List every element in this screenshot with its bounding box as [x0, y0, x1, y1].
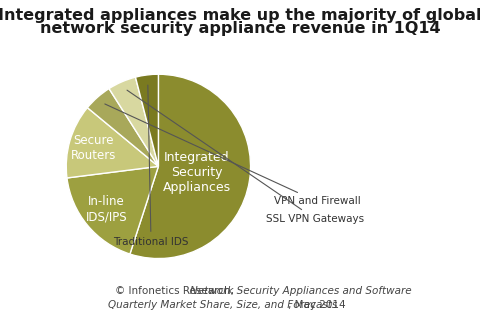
Text: In-line
IDS/IPS: In-line IDS/IPS [86, 195, 127, 223]
Text: SSL VPN Gateways: SSL VPN Gateways [127, 90, 364, 224]
Text: Traditional IDS: Traditional IDS [113, 85, 189, 247]
Wedge shape [66, 108, 158, 178]
Text: Quarterly Market Share, Size, and Forecasts: Quarterly Market Share, Size, and Foreca… [108, 300, 337, 310]
Text: Integrated appliances make up the majority of global: Integrated appliances make up the majori… [0, 8, 480, 23]
Wedge shape [109, 77, 158, 166]
Text: VPN and Firewall: VPN and Firewall [105, 104, 360, 206]
Text: Network Security Appliances and Software: Network Security Appliances and Software [190, 286, 411, 296]
Wedge shape [135, 74, 158, 166]
Text: © Infonetics Research,: © Infonetics Research, [115, 286, 238, 296]
Wedge shape [67, 166, 158, 254]
Text: , May 2014: , May 2014 [288, 300, 346, 310]
Text: Secure
Routers: Secure Routers [71, 134, 117, 162]
Wedge shape [87, 89, 158, 166]
Text: network security appliance revenue in 1Q14: network security appliance revenue in 1Q… [40, 21, 440, 36]
Wedge shape [130, 74, 251, 259]
Text: Integrated
Security
Appliances: Integrated Security Appliances [163, 151, 231, 194]
